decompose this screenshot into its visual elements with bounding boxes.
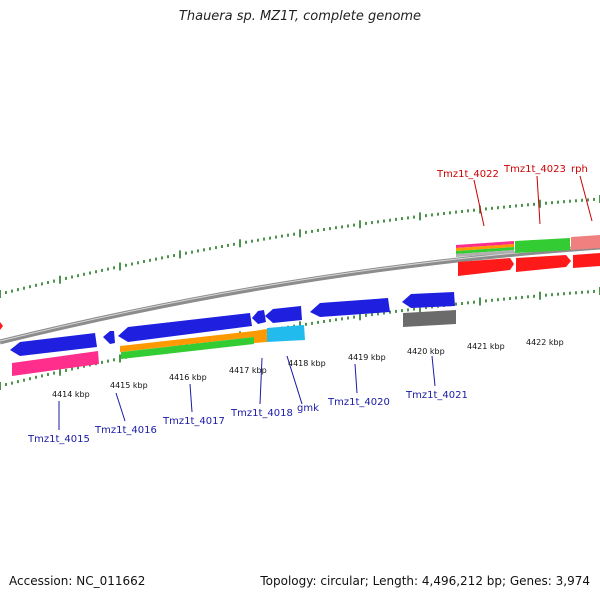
feature-4021-grey[interactable] xyxy=(403,310,456,327)
leader-rph xyxy=(579,175,593,222)
cds-4023-arrow[interactable] xyxy=(516,255,571,272)
upper-tick-row xyxy=(0,195,600,298)
genome-backbone xyxy=(0,244,600,345)
page-title: Thauera sp. MZ1T, complete genome xyxy=(178,9,422,24)
cds-4022-arrow[interactable] xyxy=(458,258,514,276)
tick-label-4416: 4416 kbp xyxy=(169,373,207,382)
leader-4017 xyxy=(189,383,193,413)
leader-4016 xyxy=(115,392,126,422)
cds-fragment-left[interactable] xyxy=(0,322,3,330)
leader-gmk xyxy=(286,355,303,405)
cds-rph-arrow[interactable] xyxy=(573,253,600,268)
cds-4018-arrow[interactable] xyxy=(252,310,266,324)
gene-label-tmz1t-4018[interactable]: Tmz1t_4018 xyxy=(230,408,293,419)
genome-summary: Topology: circular; Length: 4,496,212 bp… xyxy=(260,574,590,588)
tick-label-4420: 4420 kbp xyxy=(407,347,445,356)
feature-4017-orange[interactable] xyxy=(120,331,254,352)
feature-4022-green[interactable] xyxy=(456,247,514,254)
leader-4023 xyxy=(536,175,541,225)
tick-label-4419: 4419 kbp xyxy=(348,353,386,362)
reverse-features: Tmz1t_4015 Tmz1t_4016 Tmz1t_4017 Tmz1t_4… xyxy=(10,292,468,445)
tick-label-4422: 4422 kbp xyxy=(526,338,564,347)
leader-4020 xyxy=(354,363,358,394)
accession-text: Accession: NC_011662 xyxy=(9,574,146,588)
gene-label-tmz1t-4023[interactable]: Tmz1t_4023 xyxy=(503,164,566,175)
cds-4021-arrow[interactable] xyxy=(402,292,455,308)
cds-4017-arrow[interactable] xyxy=(118,313,252,342)
gene-label-gmk[interactable]: gmk xyxy=(297,403,319,414)
tick-label-4414: 4414 kbp xyxy=(52,390,90,399)
kbp-scale: 4414 kbp 4415 kbp 4416 kbp 4417 kbp 4418… xyxy=(52,338,564,399)
feature-4022-grey[interactable] xyxy=(456,250,514,257)
cds-4020-arrow[interactable] xyxy=(310,298,390,317)
feature-gmk-cyan[interactable] xyxy=(267,325,305,342)
tick-label-4415: 4415 kbp xyxy=(110,381,148,390)
feature-4018-orange[interactable] xyxy=(254,329,267,343)
feature-4022-orange[interactable] xyxy=(456,244,514,251)
gene-label-tmz1t-4021[interactable]: Tmz1t_4021 xyxy=(405,390,468,401)
gene-label-tmz1t-4022[interactable]: Tmz1t_4022 xyxy=(436,169,499,180)
leader-4021 xyxy=(431,355,436,387)
cds-4015-arrow[interactable] xyxy=(10,333,97,356)
tick-label-4417: 4417 kbp xyxy=(229,366,267,375)
tick-label-4421: 4421 kbp xyxy=(467,342,505,351)
feature-4023-green[interactable] xyxy=(515,238,570,253)
feature-4017-green[interactable] xyxy=(121,337,254,359)
gene-label-tmz1t-4020[interactable]: Tmz1t_4020 xyxy=(327,397,390,408)
gene-label-tmz1t-4015[interactable]: Tmz1t_4015 xyxy=(27,434,90,445)
feature-4022-pink[interactable] xyxy=(456,241,514,248)
cds-gmk-arrow[interactable] xyxy=(265,306,302,323)
forward-features: Tmz1t_4022 Tmz1t_4023 rph xyxy=(436,164,600,276)
gene-label-rph[interactable]: rph xyxy=(571,164,588,175)
feature-4015-pink[interactable] xyxy=(12,351,99,376)
gene-label-tmz1t-4017[interactable]: Tmz1t_4017 xyxy=(162,416,225,427)
feature-rph-salmon[interactable] xyxy=(571,235,600,250)
cds-4016-arrow[interactable] xyxy=(103,331,115,344)
tick-label-4418: 4418 kbp xyxy=(288,359,326,368)
gene-label-tmz1t-4016[interactable]: Tmz1t_4016 xyxy=(94,425,157,436)
leader-4018 xyxy=(259,357,263,405)
leader-4022 xyxy=(473,179,485,227)
